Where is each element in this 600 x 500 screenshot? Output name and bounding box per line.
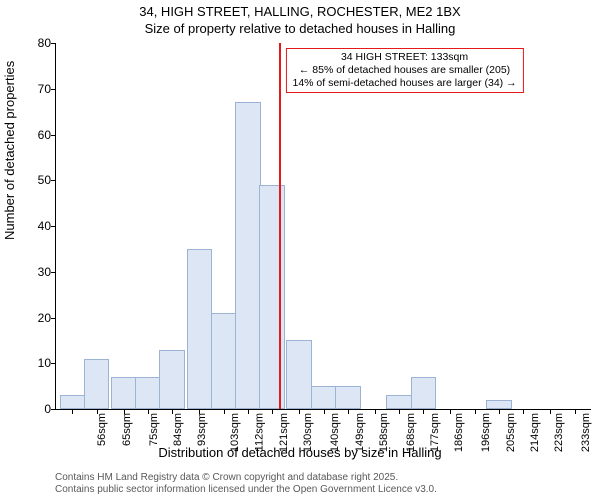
histogram-bar — [286, 340, 311, 409]
histogram-bar — [187, 249, 212, 409]
x-tick-label: 75sqm — [148, 413, 160, 446]
histogram-bar — [84, 359, 109, 409]
y-tick-label: 10 — [21, 356, 51, 370]
chart-subtitle: Size of property relative to detached ho… — [0, 21, 600, 36]
histogram-bar — [335, 386, 360, 409]
histogram-bar — [159, 350, 184, 409]
x-tick — [224, 409, 225, 414]
y-tick — [51, 226, 56, 227]
histogram-bar — [386, 395, 411, 409]
y-tick-label: 0 — [21, 402, 51, 416]
histogram-bar — [411, 377, 436, 409]
chart-container: 34, HIGH STREET, HALLING, ROCHESTER, ME2… — [0, 0, 600, 500]
x-tick — [199, 409, 200, 414]
histogram-bar — [111, 377, 136, 409]
y-tick-label: 80 — [21, 36, 51, 50]
footer-line-2: Contains public sector information licen… — [55, 484, 437, 496]
y-tick — [51, 89, 56, 90]
x-tick — [423, 409, 424, 414]
x-tick — [324, 409, 325, 414]
y-tick-label: 50 — [21, 173, 51, 187]
reference-line — [279, 43, 281, 409]
histogram-bar — [235, 102, 260, 409]
y-axis-label: Number of detached properties — [2, 61, 17, 240]
x-tick-label: 93sqm — [196, 413, 208, 446]
y-tick — [51, 43, 56, 44]
x-tick — [523, 409, 524, 414]
y-tick-label: 70 — [21, 82, 51, 96]
x-tick — [399, 409, 400, 414]
x-tick — [475, 409, 476, 414]
histogram-bar — [311, 386, 336, 409]
y-tick — [51, 318, 56, 319]
x-tick-label: 56sqm — [96, 413, 108, 446]
histogram-bar — [60, 395, 85, 409]
x-tick — [299, 409, 300, 414]
y-tick-label: 20 — [21, 311, 51, 325]
footer-line-1: Contains HM Land Registry data © Crown c… — [55, 472, 437, 484]
x-tick — [375, 409, 376, 414]
x-tick — [97, 409, 98, 414]
x-tick — [124, 409, 125, 414]
annotation-line-3: 14% of semi-detached houses are larger (… — [292, 77, 516, 90]
plot-area: 0102030405060708056sqm65sqm75sqm84sqm93s… — [55, 43, 591, 410]
x-tick — [348, 409, 349, 414]
y-tick — [51, 363, 56, 364]
y-tick-label: 30 — [21, 265, 51, 279]
chart-title: 34, HIGH STREET, HALLING, ROCHESTER, ME2… — [0, 4, 600, 21]
histogram-bar — [211, 313, 236, 409]
x-tick — [499, 409, 500, 414]
x-tick — [272, 409, 273, 414]
x-tick-label: 84sqm — [172, 413, 184, 446]
y-tick-label: 60 — [21, 128, 51, 142]
x-tick — [72, 409, 73, 414]
x-tick — [248, 409, 249, 414]
y-tick — [51, 135, 56, 136]
x-tick — [550, 409, 551, 414]
x-tick — [450, 409, 451, 414]
histogram-bar — [486, 400, 511, 409]
y-tick — [51, 180, 56, 181]
annotation-line-1: 34 HIGH STREET: 133sqm — [292, 51, 516, 64]
footer-text: Contains HM Land Registry data © Crown c… — [55, 472, 437, 496]
y-tick-label: 40 — [21, 219, 51, 233]
x-tick — [575, 409, 576, 414]
x-tick — [148, 409, 149, 414]
x-axis-label: Distribution of detached houses by size … — [0, 445, 600, 460]
y-tick — [51, 272, 56, 273]
x-tick — [172, 409, 173, 414]
y-tick — [51, 409, 56, 410]
annotation-box: 34 HIGH STREET: 133sqm← 85% of detached … — [285, 48, 523, 93]
annotation-line-2: ← 85% of detached houses are smaller (20… — [292, 64, 516, 77]
x-tick-label: 65sqm — [121, 413, 133, 446]
histogram-bar — [135, 377, 160, 409]
